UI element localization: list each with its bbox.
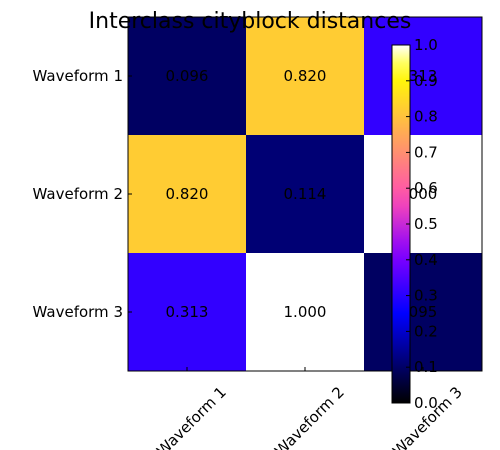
heatmap-cell: [364, 135, 482, 253]
y-tick-label: Waveform 3: [33, 303, 123, 321]
cell-value-label: 0.820: [166, 185, 209, 203]
colorbar-tick-label: 0.6: [414, 179, 438, 197]
heatmap-cells: [128, 17, 482, 371]
colorbar-tick-label: 0.4: [414, 251, 438, 269]
x-tick-label: Waveform 2: [271, 383, 348, 450]
y-tick-label: Waveform 1: [33, 67, 123, 85]
heatmap-cell: [364, 17, 482, 135]
cell-value-label: 0.820: [284, 67, 327, 85]
heatmap-cell: [246, 253, 364, 371]
axis-ticks: [128, 75, 424, 371]
chart-title: Interclass cityblock distances: [89, 9, 412, 34]
colorbar-tick-label: 0.5: [414, 215, 438, 233]
cell-value-label: 0.114: [284, 185, 327, 203]
cell-value-labels: 0.096 0.820 313 0.820 0.114 000 0.313 1.000 095: [166, 67, 438, 321]
heatmap-cell: [364, 253, 482, 371]
heatmap-cell: [128, 253, 246, 371]
colorbar-tick-label: 0.9: [414, 72, 438, 90]
colorbar-tick-label: 1.0: [414, 36, 438, 54]
cell-value-label: 0.096: [166, 67, 209, 85]
x-tick-label: Waveform 1: [153, 383, 230, 450]
cell-value-label: 095: [409, 303, 438, 321]
heatmap-cell: [246, 135, 364, 253]
heatmap-cell: [246, 17, 364, 135]
cell-value-label: 1.000: [284, 303, 327, 321]
colorbar-tick-label: 0.2: [414, 322, 438, 340]
heatmap-cell: [128, 135, 246, 253]
y-tick-label: Waveform 2: [33, 185, 123, 203]
cell-value-label: 000: [409, 185, 438, 203]
cell-value-label: 0.313: [166, 303, 209, 321]
colorbar-tick-label: 0.8: [414, 108, 438, 126]
cell-value-label: 313: [409, 67, 438, 85]
colorbar: 0.0 0.1 0.2 0.3 0.4 0.5 0.6 0.7 0.8 0.9 1.0: [391, 36, 438, 412]
y-tick-labels: Waveform 1 Waveform 2 Waveform 3: [33, 67, 123, 321]
colorbar-tick-label: 0.0: [414, 394, 438, 412]
heatmap-cell: [128, 17, 246, 135]
colorbar-tick-label: 0.1: [414, 358, 438, 376]
colorbar-tick-label: 0.3: [414, 287, 438, 305]
colorbar-tick-label: 0.7: [414, 143, 438, 161]
